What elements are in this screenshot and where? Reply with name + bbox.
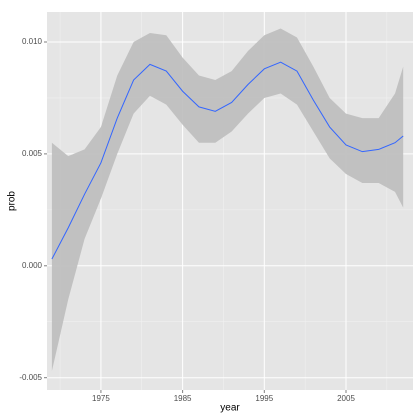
x-tick-label: 1985 <box>174 394 192 403</box>
y-tick-label: 0.000 <box>22 261 43 270</box>
line <box>51 61 404 260</box>
x-tick-label: 2005 <box>337 394 355 403</box>
confidence-band <box>51 28 404 371</box>
y-tick-label: 0.010 <box>22 37 43 46</box>
y-tick-label: -0.005 <box>19 373 42 382</box>
y-axis-title: prob <box>7 191 18 211</box>
panel <box>47 12 413 390</box>
x-tick-label: 1975 <box>92 394 110 403</box>
x-tick-label: 1995 <box>255 394 273 403</box>
marks <box>51 28 404 371</box>
y-tick-label: 0.005 <box>22 149 43 158</box>
x-axis-title: year <box>220 403 240 414</box>
